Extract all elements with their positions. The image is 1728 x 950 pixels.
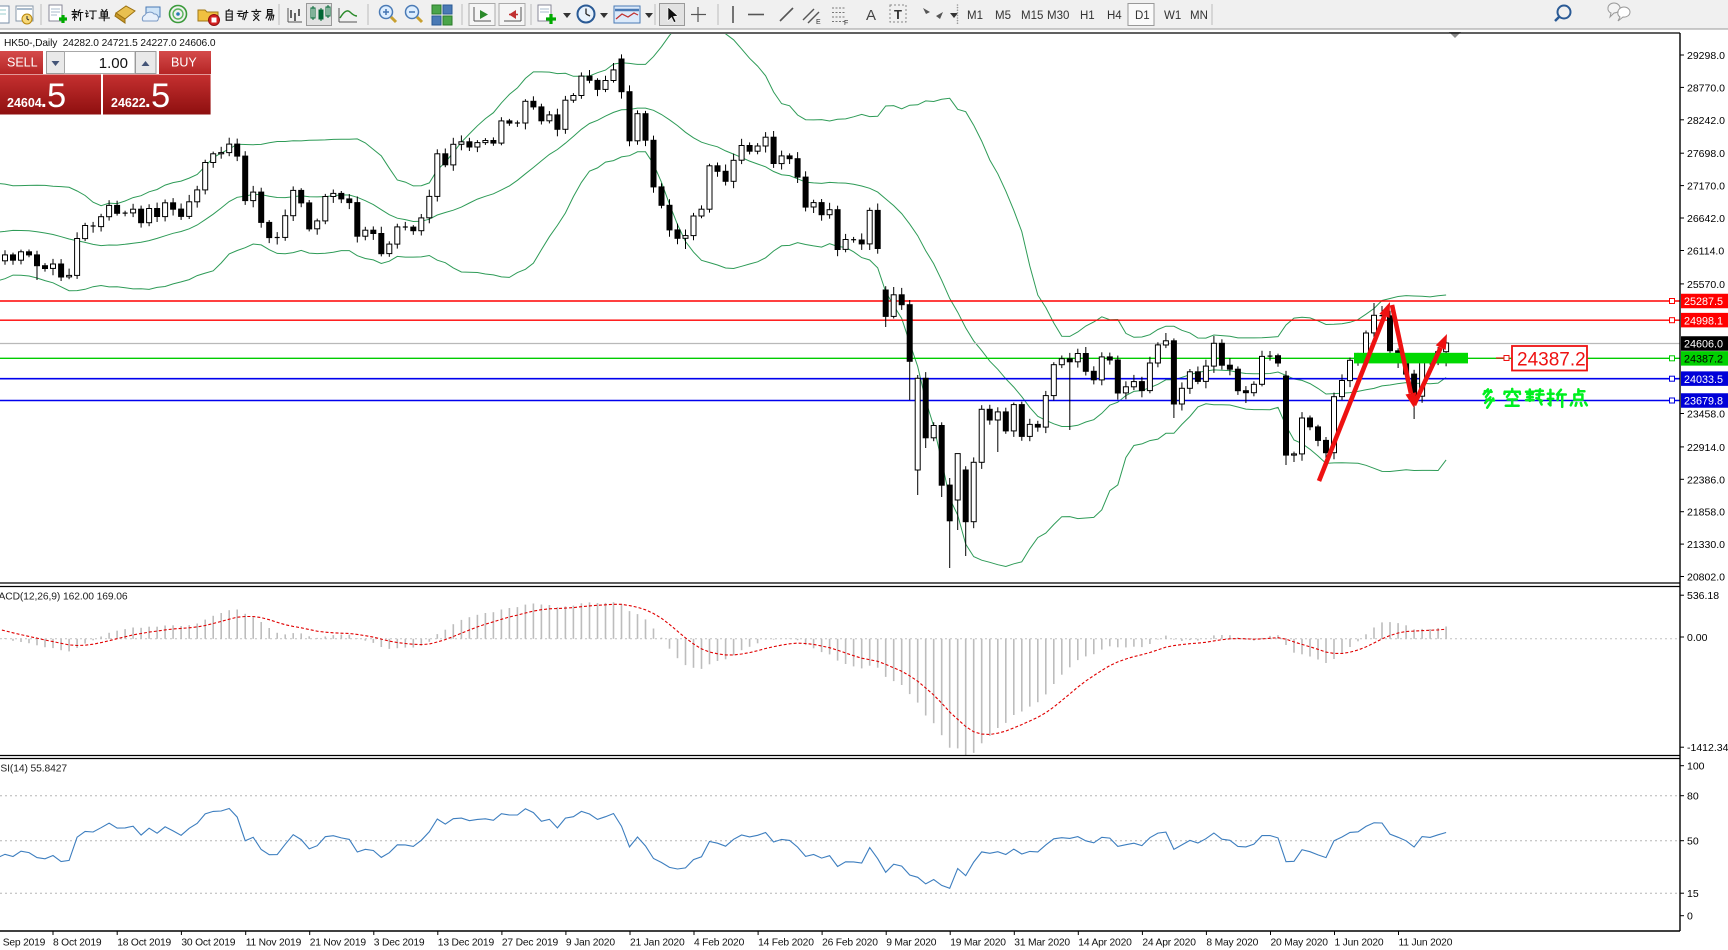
svg-text:0: 0 [1687, 911, 1693, 923]
svg-text:29298.0: 29298.0 [1687, 50, 1725, 62]
svg-text:T: T [894, 7, 902, 22]
svg-text:E: E [816, 19, 821, 26]
svg-text:14 Feb 2020: 14 Feb 2020 [758, 938, 814, 949]
svg-text:18 Oct 2019: 18 Oct 2019 [117, 938, 171, 949]
svg-text:25570.0: 25570.0 [1687, 279, 1725, 291]
svg-text:19 Mar 2020: 19 Mar 2020 [950, 938, 1006, 949]
svg-text:1.00: 1.00 [99, 55, 128, 72]
svg-text:26642.0: 26642.0 [1687, 213, 1725, 225]
svg-text:24 Apr 2020: 24 Apr 2020 [1142, 938, 1196, 949]
svg-text:26114.0: 26114.0 [1687, 246, 1724, 258]
svg-text:.: . [41, 90, 47, 112]
svg-text:11 Jun 2020: 11 Jun 2020 [1399, 938, 1453, 949]
svg-text:1 Jun 2020: 1 Jun 2020 [1335, 938, 1384, 949]
svg-text:536.18: 536.18 [1687, 590, 1719, 602]
svg-text:5: 5 [47, 77, 66, 115]
svg-text:20 May 2020: 20 May 2020 [1271, 938, 1329, 949]
svg-text:30 Oct 2019: 30 Oct 2019 [181, 938, 235, 949]
svg-text:H4: H4 [1107, 10, 1122, 22]
svg-text:8 Oct 2019: 8 Oct 2019 [53, 938, 102, 949]
svg-text:20802.0: 20802.0 [1687, 572, 1725, 584]
svg-text:80: 80 [1687, 791, 1699, 803]
svg-text:21 Jan 2020: 21 Jan 2020 [630, 938, 685, 949]
svg-text:15: 15 [1687, 888, 1699, 900]
svg-text:24998.1: 24998.1 [1684, 315, 1723, 327]
svg-text:26 Feb 2020: 26 Feb 2020 [822, 938, 878, 949]
svg-text:4 Feb 2020: 4 Feb 2020 [694, 938, 745, 949]
svg-text:D1: D1 [1135, 10, 1150, 22]
svg-text:11 Nov 2019: 11 Nov 2019 [246, 938, 302, 949]
svg-text:21858.0: 21858.0 [1687, 507, 1725, 519]
svg-text:5: 5 [151, 77, 170, 115]
svg-text:M30: M30 [1047, 10, 1069, 22]
svg-text:28242.0: 28242.0 [1687, 115, 1725, 127]
svg-text:14 Apr 2020: 14 Apr 2020 [1078, 938, 1132, 949]
svg-text:31 Mar 2020: 31 Mar 2020 [1014, 938, 1070, 949]
svg-text:9 Mar 2020: 9 Mar 2020 [886, 938, 937, 949]
svg-text:.: . [145, 90, 151, 112]
svg-text:21 Nov 2019: 21 Nov 2019 [310, 938, 367, 949]
svg-text:23458.0: 23458.0 [1687, 409, 1725, 421]
svg-text:SELL: SELL [7, 56, 38, 70]
svg-text:26 Sep 2019: 26 Sep 2019 [0, 938, 46, 949]
svg-text:MACD(12,26,9) 162.00 169.06: MACD(12,26,9) 162.00 169.06 [0, 592, 128, 603]
svg-text:H1: H1 [1080, 10, 1095, 22]
svg-text:27698.0: 27698.0 [1687, 148, 1725, 160]
svg-text:M15: M15 [1021, 10, 1043, 22]
svg-text:22914.0: 22914.0 [1687, 442, 1725, 454]
svg-text:24604: 24604 [7, 96, 42, 110]
svg-text:24033.5: 24033.5 [1684, 374, 1723, 386]
svg-text:-1412.34: -1412.34 [1687, 742, 1728, 754]
svg-text:27 Dec 2019: 27 Dec 2019 [502, 938, 559, 949]
svg-text:50: 50 [1687, 836, 1699, 848]
svg-text:8 May 2020: 8 May 2020 [1206, 938, 1258, 949]
svg-text:21330.0: 21330.0 [1687, 539, 1725, 551]
svg-text:100: 100 [1687, 761, 1705, 773]
svg-text:F: F [844, 20, 848, 27]
svg-text:W1: W1 [1164, 10, 1181, 22]
svg-text:23679.8: 23679.8 [1684, 396, 1723, 408]
svg-text:24387.2: 24387.2 [1684, 354, 1723, 366]
svg-text:0.00: 0.00 [1687, 632, 1708, 644]
svg-text:13 Dec 2019: 13 Dec 2019 [438, 938, 495, 949]
svg-text:24606.0: 24606.0 [1684, 339, 1723, 351]
svg-text:HK50-,Daily 24282.0 24721.5 2: HK50-,Daily 24282.0 24721.5 24227.0 2460… [4, 38, 216, 49]
svg-text:A: A [866, 7, 876, 24]
svg-text:3 Dec 2019: 3 Dec 2019 [374, 938, 425, 949]
svg-text:M5: M5 [995, 10, 1011, 22]
svg-text:22386.0: 22386.0 [1687, 474, 1725, 486]
svg-text:24387.2: 24387.2 [1517, 350, 1586, 371]
svg-text:25287.5: 25287.5 [1684, 296, 1723, 308]
svg-text:M1: M1 [967, 10, 983, 22]
svg-text:28770.0: 28770.0 [1687, 82, 1725, 94]
svg-text:MN: MN [1190, 10, 1208, 22]
svg-text:BUY: BUY [171, 56, 197, 70]
svg-text:9 Jan 2020: 9 Jan 2020 [566, 938, 615, 949]
svg-text:RSI(14) 55.8427: RSI(14) 55.8427 [0, 764, 67, 775]
svg-text:27170.0: 27170.0 [1687, 181, 1725, 193]
svg-text:24622: 24622 [111, 96, 146, 110]
